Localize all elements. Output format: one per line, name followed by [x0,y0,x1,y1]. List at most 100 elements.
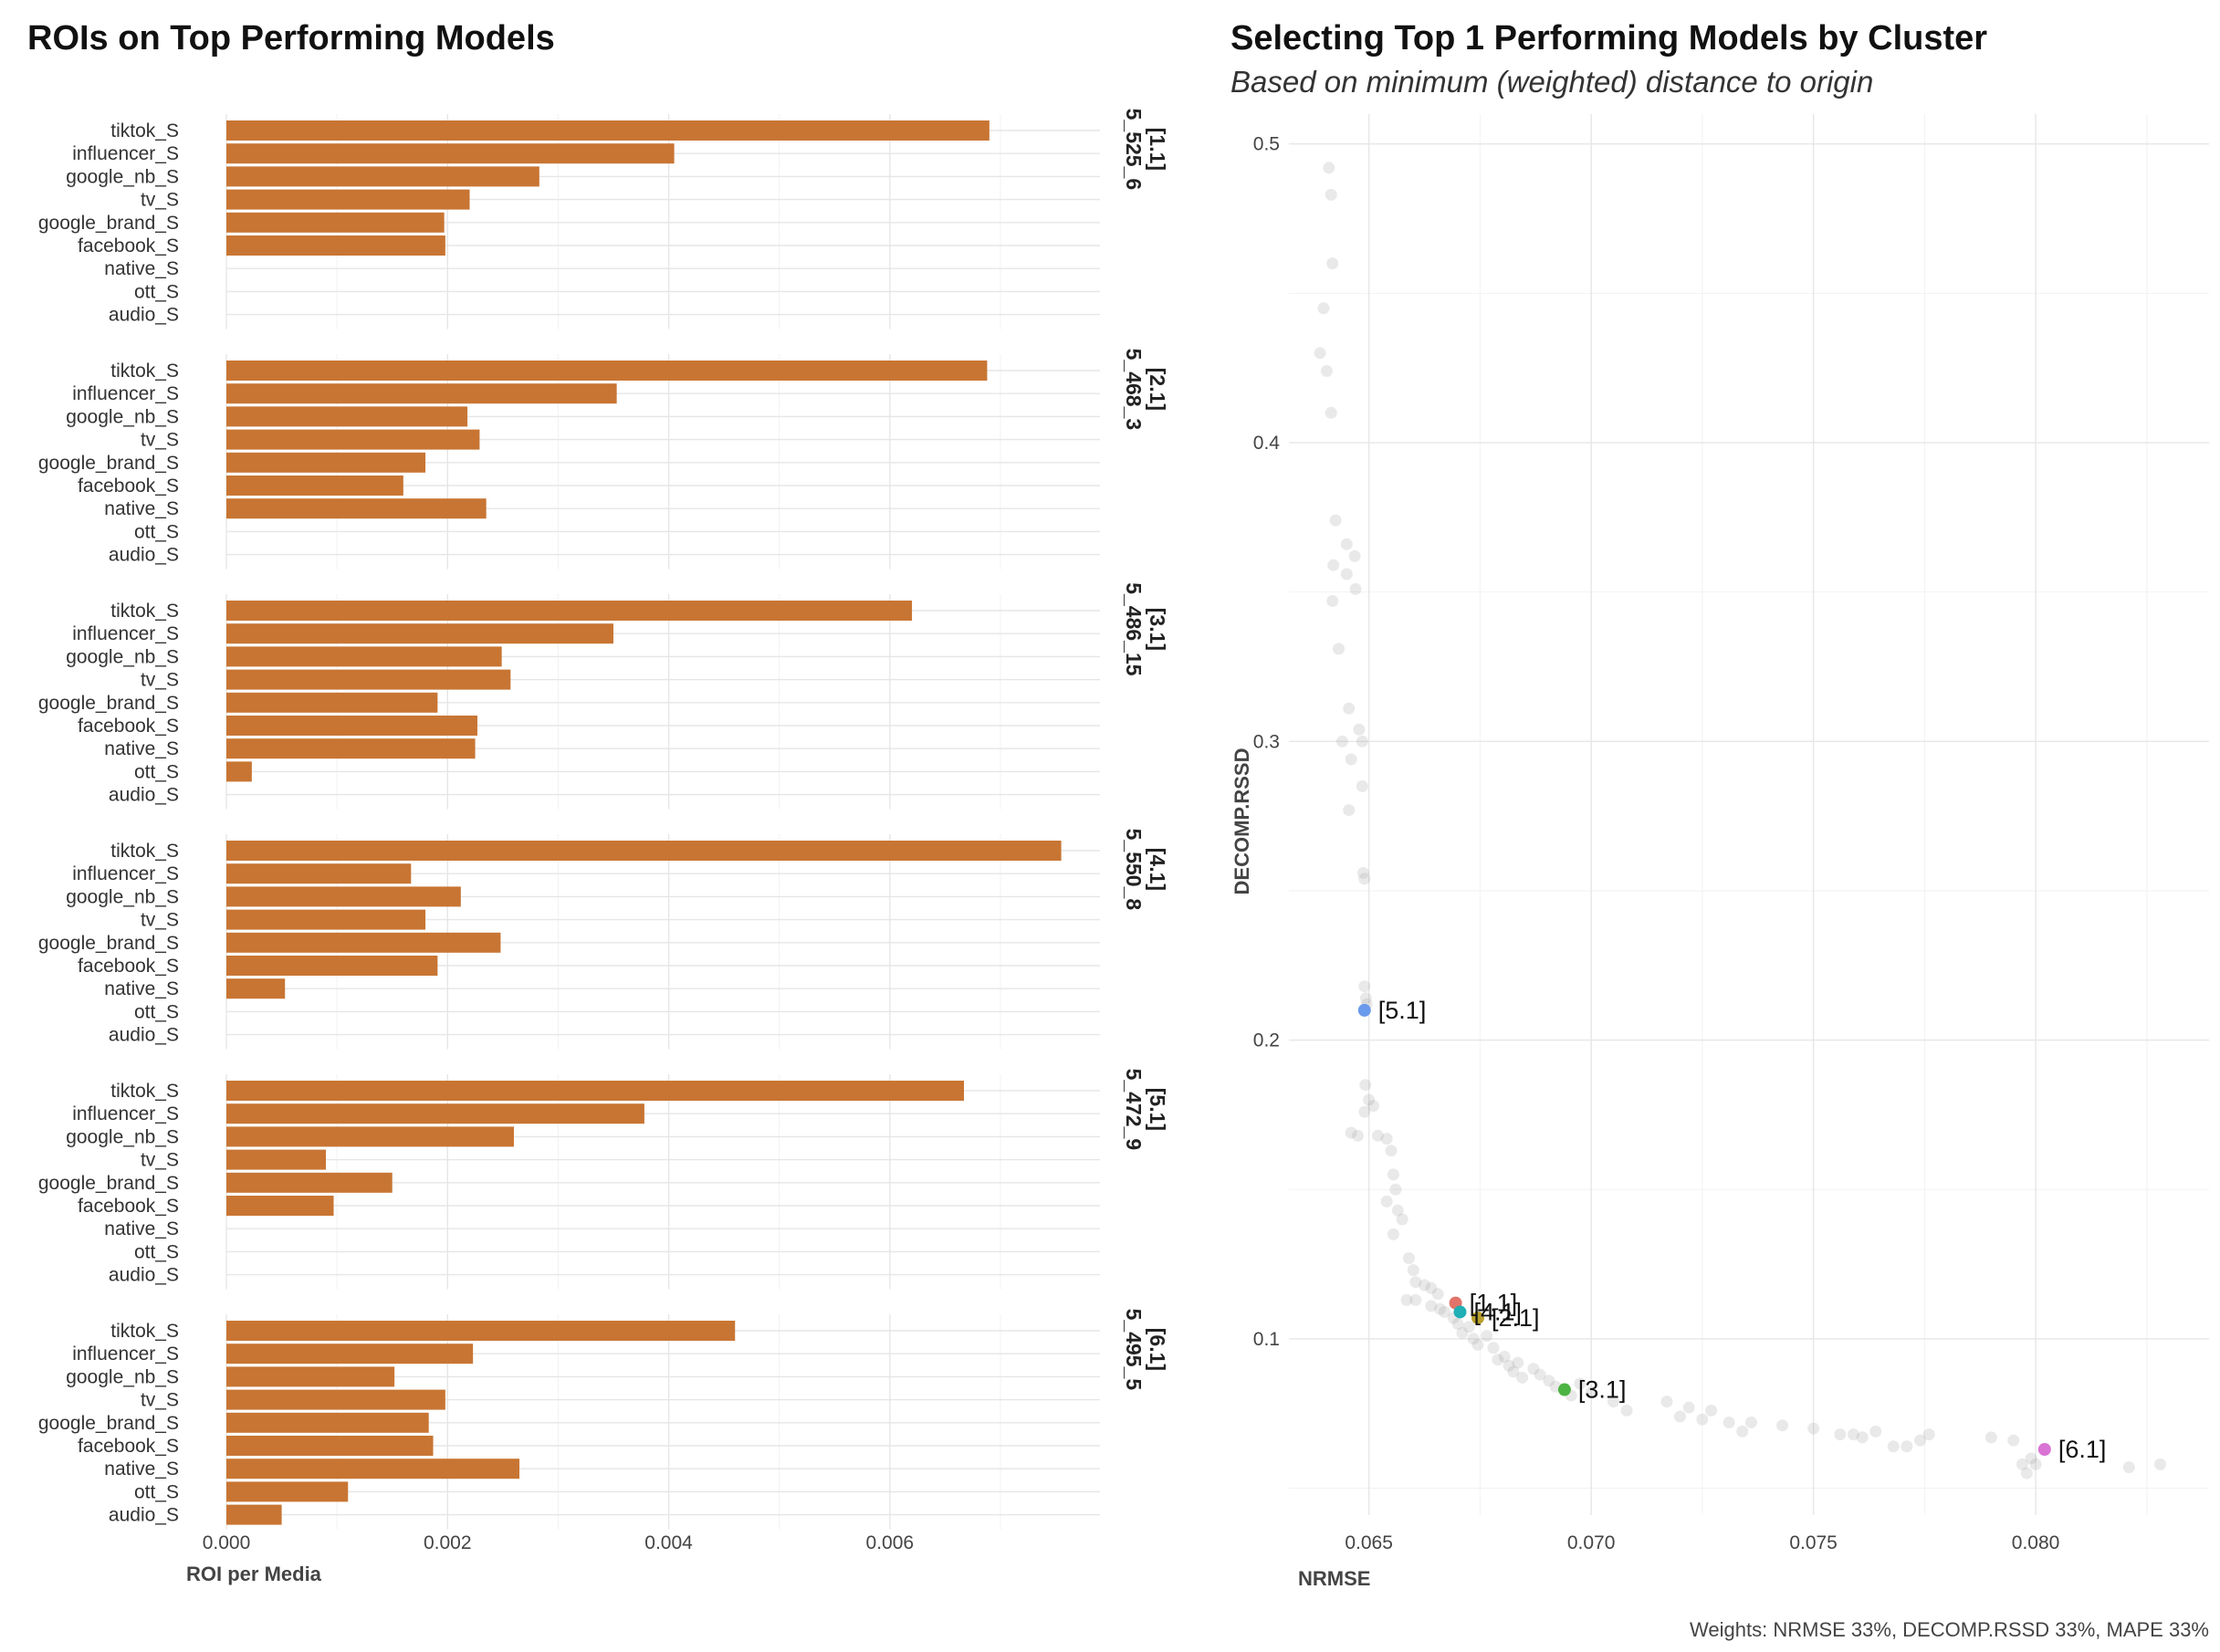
facet-strip-id: 5_468_3 [1122,349,1146,431]
top-model-point [1453,1305,1467,1319]
category-label: tv_S [141,670,179,691]
model-point [1329,514,1342,527]
model-point [1345,753,1357,766]
model-point [1407,1264,1419,1277]
model-point [2153,1458,2166,1470]
model-point [1736,1425,1749,1438]
category-label: native_S [104,978,179,999]
model-point [1356,735,1368,748]
category-label: google_nb_S [66,1126,179,1147]
model-point [1543,1375,1555,1387]
model-point [1512,1356,1524,1369]
category-label: audio_S [109,1025,179,1046]
roi-x-axis-label: ROI per Media [186,1563,322,1585]
model-point [1492,1354,1504,1366]
model-point [1425,1300,1438,1312]
facet-strip-id: 5_550_8 [1122,829,1146,911]
facet-strip-label: [2.1] [1146,368,1169,411]
category-label: google_brand_S [38,693,179,714]
category-label: facebook_S [78,956,179,977]
category-label: tiktok_S [110,841,179,862]
scatter-x-axis-label: NRMSE [1298,1567,1370,1590]
roi-bar [226,1412,429,1433]
facet-strip-id: 5_472_9 [1122,1069,1146,1151]
scatter-chart-title: Selecting Top 1 Performing Models by Clu… [1230,19,1987,58]
model-point [1317,302,1330,315]
scatter-chart-subtitle: Based on minimum (weighted) distance to … [1230,65,1873,99]
model-point [1431,1288,1444,1301]
category-label: google_brand_S [38,1173,179,1194]
model-point [1887,1440,1900,1453]
category-label: tv_S [141,430,179,451]
model-point [1371,1129,1384,1142]
roi-bar [226,1481,349,1502]
roi-bar [226,429,480,450]
top-model-point [2037,1442,2051,1456]
roi-bar [226,1389,445,1410]
scatter-y-tick: 0.1 [1253,1329,1280,1350]
category-label: google_nb_S [66,1366,179,1387]
model-point [1325,406,1337,419]
model-point [1409,1276,1422,1289]
roi-bar [226,669,511,690]
weights-caption: Weights: NRMSE 33%, DECOMP.RSSD 33%, MAP… [1690,1618,2209,1641]
model-point [1343,702,1356,715]
scatter-x-tick: 0.070 [1567,1532,1616,1553]
roi-bar [226,1321,736,1341]
category-label: audio_S [109,305,179,326]
roi-chart-title: ROIs on Top Performing Models [27,19,555,58]
model-point [1438,1305,1450,1318]
model-point [1340,568,1353,580]
category-label: tv_S [141,1150,179,1171]
model-point [1359,992,1372,1005]
category-label: facebook_S [78,1196,179,1217]
roi-bar [226,452,426,473]
model-point [1387,1228,1399,1240]
roi-bar [226,143,675,164]
model-point [1353,723,1366,736]
model-point [1425,1281,1438,1294]
roi-x-ticks: 0.000 0.002 0.004 0.006 [203,1532,914,1553]
facet-strip-id: 5_486_15 [1122,582,1146,676]
model-point [1585,1386,1597,1399]
category-label: audio_S [109,1505,179,1526]
roi-bar [226,978,286,999]
roi-bar [226,863,412,884]
model-point [1385,1145,1398,1157]
model-point [1314,347,1326,360]
roi-bar [226,406,468,427]
model-point [1913,1434,1926,1447]
model-point [1326,257,1339,270]
model-point [1340,538,1353,550]
top-model-label: [1.1] [1470,1290,1518,1317]
roi-x-tick: 0.000 [203,1532,251,1553]
roi-bar [226,601,913,621]
category-label: audio_S [109,545,179,566]
category-label: influencer_S [72,863,179,884]
model-point [1363,1093,1376,1106]
category-label: tiktok_S [110,120,179,141]
category-label: google_nb_S [66,886,179,907]
model-point [1358,1105,1371,1118]
model-point [1507,1365,1520,1378]
model-point [1984,1431,1997,1444]
roi-bar [226,932,501,953]
model-point [1409,1293,1422,1306]
model-point [1660,1396,1673,1408]
roi-bar [226,1196,334,1216]
model-point [1345,1126,1357,1139]
model-point [1834,1428,1847,1441]
model-point [1326,594,1339,607]
facet-strip-id: 5_495_5 [1122,1309,1146,1391]
category-label: ott_S [134,1241,179,1262]
model-point [1343,804,1356,817]
roi-bar [226,361,988,381]
roi-x-tick: 0.006 [866,1532,915,1553]
scatter-y-tick: 0.3 [1253,731,1280,752]
scatter-y-axis-label: DECOMP.RSSD [1230,748,1253,895]
facet-strip-label: [1.1] [1146,128,1169,171]
roi-bar [226,956,438,976]
model-point [1389,1183,1402,1196]
facet-strip-label: [4.1] [1146,848,1169,891]
